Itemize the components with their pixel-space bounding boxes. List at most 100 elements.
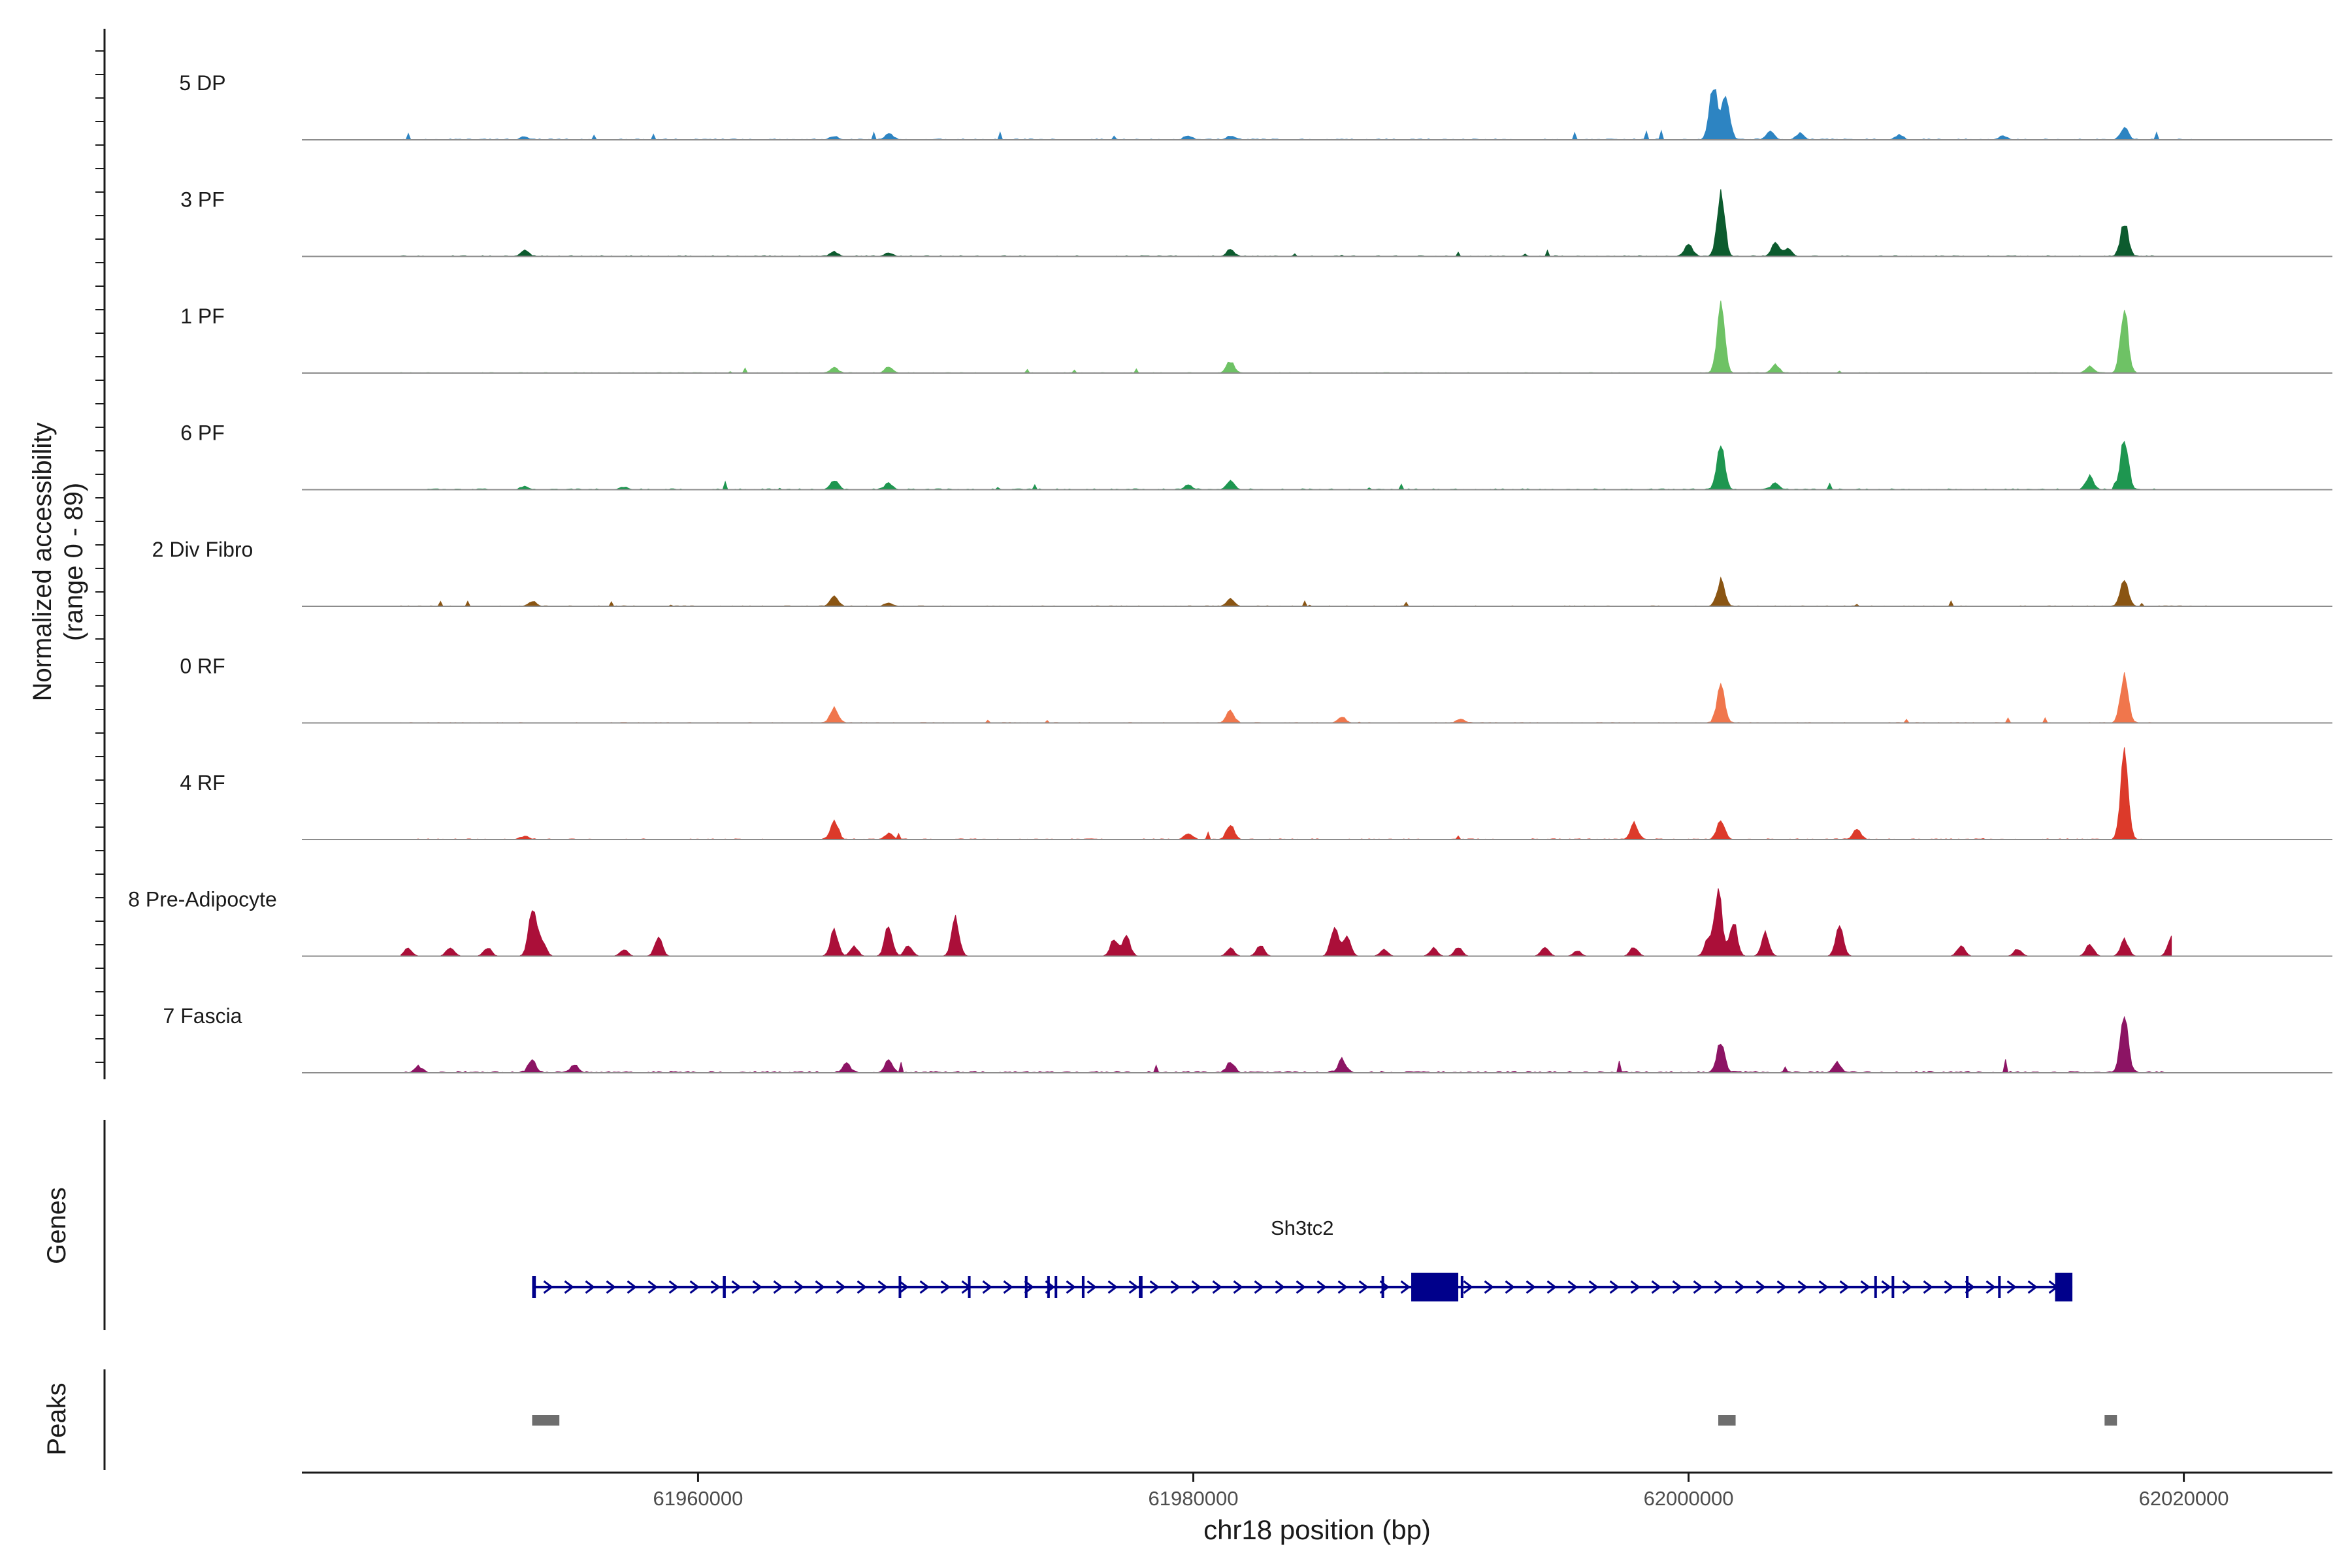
peaks-panel-label: Peaks [42, 1382, 71, 1455]
track-signal-area [400, 747, 2172, 840]
gene-strand-chevron [647, 1280, 658, 1294]
track-4-rf: 4 RF [180, 747, 2332, 840]
x-axis-title: chr18 position (bp) [1203, 1514, 1431, 1545]
gene-strand-chevron [1170, 1280, 1181, 1294]
gene-name-label: Sh3tc2 [1271, 1217, 1334, 1239]
gene-exon [1966, 1276, 1969, 1298]
gene-strand-chevron [1630, 1280, 1641, 1294]
track-6-pf: 6 PF [180, 421, 2332, 491]
gene-strand-chevron [2006, 1280, 2017, 1294]
gene-strand-chevron [1254, 1280, 1264, 1294]
gene-strand-chevron [1902, 1280, 1912, 1294]
track-label: 0 RF [180, 655, 225, 678]
track-1-pf: 1 PF [180, 301, 2332, 374]
gene-strand-chevron [794, 1280, 804, 1294]
gene-strand-chevron [1609, 1280, 1620, 1294]
gene-strand-chevron [606, 1280, 616, 1294]
gene-strand-chevron [1505, 1280, 1515, 1294]
gene-strand-chevron [1672, 1280, 1682, 1294]
peak-region [1718, 1415, 1736, 1426]
gene-strand-chevron [731, 1280, 742, 1294]
coverage-tracks: 5 DP 3 PF 1 PF 6 PF 2 Div Fibro 0 RF 4 RF 8 Pre… [128, 71, 2332, 1073]
gene-strand-chevron [752, 1280, 762, 1294]
gene-strand-chevron [982, 1280, 992, 1294]
peaks-track [532, 1415, 2117, 1426]
gene-strand-chevron [1296, 1280, 1306, 1294]
track-signal-area [388, 576, 2209, 607]
gene-strand-chevron [1337, 1280, 1348, 1294]
x-axis: 61960000 61980000 62000000 62020000 [653, 1473, 2229, 1510]
track-signal-area [400, 888, 2172, 957]
gene-strand-chevron [1316, 1280, 1327, 1294]
track-label: 5 DP [179, 71, 225, 95]
gene-strand-chevron [1086, 1280, 1097, 1294]
gene-strand-chevron [627, 1280, 637, 1294]
gene-exon [1054, 1276, 1058, 1298]
gene-exon [532, 1276, 536, 1298]
track-8-pre-adipocyte: 8 Pre-Adipocyte [128, 888, 2332, 957]
gene-strand-chevron [1860, 1280, 1870, 1294]
gene-strand-chevron [1776, 1280, 1787, 1294]
gene-exon [1139, 1276, 1143, 1298]
gene-strand-chevron [1756, 1280, 1766, 1294]
gene-strand-chevron [773, 1280, 783, 1294]
y-axis-title-line2: (range 0 - 89) [59, 483, 88, 641]
gene-exon [1460, 1276, 1463, 1298]
gene-strand-chevron [1735, 1280, 1745, 1294]
gene-strand-chevron [585, 1280, 595, 1294]
gene-strand-chevron [1463, 1280, 1473, 1294]
x-axis-tick-label: 62020000 [2139, 1487, 2229, 1510]
gene-strand-chevron [668, 1280, 679, 1294]
gene-strand-chevron [1275, 1280, 1285, 1294]
peak-region [2104, 1415, 2117, 1426]
track-label: 6 PF [180, 421, 225, 445]
gene-strand-chevron [815, 1280, 825, 1294]
gene-strand-chevron [2027, 1280, 2038, 1294]
gene-exon [898, 1276, 902, 1298]
gene-strand-chevron [564, 1280, 574, 1294]
gene-strand-chevron [1212, 1280, 1222, 1294]
gene-strand-chevron [1526, 1280, 1536, 1294]
track-label: 2 Div Fibro [152, 538, 253, 561]
gene-strand-chevron [1651, 1280, 1661, 1294]
gene-strand-chevron [1358, 1280, 1369, 1294]
gene-strand-chevron [919, 1280, 930, 1294]
x-axis-tick-label: 62000000 [1644, 1487, 1734, 1510]
track-signal-area [425, 440, 2159, 491]
gene-strand-chevron [1923, 1280, 1933, 1294]
track-label: 8 Pre-Adipocyte [128, 888, 277, 911]
gene-strand-chevron [1567, 1280, 1578, 1294]
gene-exon [1047, 1276, 1050, 1298]
gene-exon [1411, 1273, 1459, 1301]
gene-strand-chevron [1484, 1280, 1494, 1294]
gene-strand-chevron [1003, 1280, 1013, 1294]
y-axis-title-line1: Normalized accessibility [28, 423, 57, 702]
track-label: 4 RF [180, 771, 225, 794]
track-signal-area [400, 189, 2160, 257]
gene-strand-chevron [689, 1280, 700, 1294]
gene-strand-chevron [898, 1280, 909, 1294]
gene-exon [1891, 1276, 1895, 1298]
track-signal-area [400, 1015, 2172, 1073]
gene-strand-chevron [1400, 1280, 1411, 1294]
gene-strand-chevron [1881, 1280, 1891, 1294]
gene-strand-chevron [543, 1280, 553, 1294]
track-7-fascia: 7 Fascia [163, 1004, 2332, 1073]
gene-strand-chevron [1714, 1280, 1724, 1294]
gene-strand-chevron [1128, 1280, 1139, 1294]
gene-exon [968, 1276, 971, 1298]
track-signal-area [400, 672, 2159, 724]
gene-strand-chevron [940, 1280, 951, 1294]
tracks-y-axis-ticks [95, 50, 105, 1063]
track-signal-area [400, 89, 2209, 140]
gene-strand-chevron [1107, 1280, 1118, 1294]
gene-strand-chevron [1149, 1280, 1160, 1294]
gene-strand-chevron [1818, 1280, 1829, 1294]
gene-exon [2055, 1273, 2073, 1301]
gene-exon [1874, 1276, 1877, 1298]
gene-strand-chevron [1546, 1280, 1557, 1294]
gene-strand-chevron [1588, 1280, 1599, 1294]
gene-strand-chevron [1839, 1280, 1850, 1294]
track-signal-area [400, 301, 2159, 374]
